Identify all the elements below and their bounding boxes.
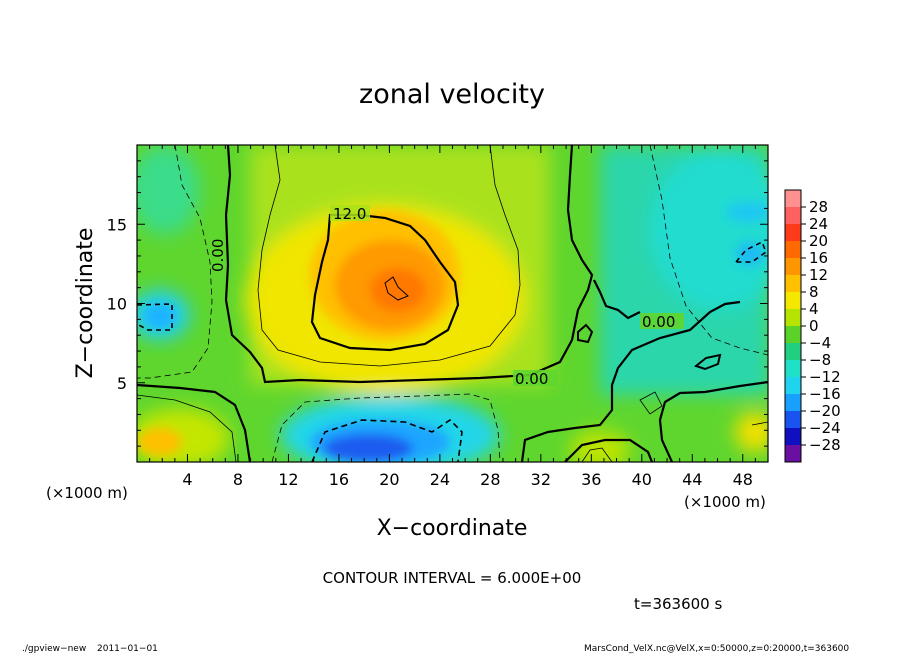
program-name: ./gpview−new bbox=[22, 644, 86, 654]
x-tick-label: 40 bbox=[632, 470, 652, 489]
field-shade bbox=[570, 430, 630, 462]
x-tick-label: 24 bbox=[430, 470, 450, 489]
colorbar-label: −8 bbox=[809, 351, 831, 369]
field-shade bbox=[726, 202, 768, 222]
colorbar-label: −28 bbox=[809, 436, 841, 454]
colorbar bbox=[785, 190, 801, 463]
x-tick-label: 44 bbox=[682, 470, 702, 489]
contour-neg6 bbox=[137, 145, 213, 379]
axis-ticks bbox=[137, 145, 768, 462]
contour-interval: CONTOUR INTERVAL = 6.000E+00 bbox=[323, 569, 582, 587]
contour-12 bbox=[310, 213, 460, 352]
data-source: MarsCond_VelX.nc@VelX,x=0:50000,z=0:2000… bbox=[584, 644, 849, 654]
contour-18 bbox=[384, 276, 409, 301]
colorbar-label: −20 bbox=[809, 402, 841, 420]
y-tick-labels: 5 10 15 bbox=[107, 215, 127, 393]
zero-contour bbox=[693, 353, 722, 371]
colorbar-label: 28 bbox=[809, 198, 828, 216]
colorbar-label: −12 bbox=[809, 368, 841, 386]
colorbar-frame bbox=[784, 189, 802, 463]
y-tick-label: 15 bbox=[107, 215, 127, 234]
colorbar-swatch bbox=[785, 224, 801, 242]
contour-label-bg bbox=[513, 370, 557, 386]
zero-contour bbox=[224, 145, 594, 384]
contour-6 bbox=[639, 391, 663, 415]
contour-neg12 bbox=[734, 240, 767, 263]
colorbar-swatch bbox=[785, 428, 801, 446]
colorbar-label: 24 bbox=[809, 215, 828, 233]
colorbar-swatch bbox=[785, 326, 801, 344]
contour-6 bbox=[751, 421, 768, 426]
y-axis-label: Z−coordinate bbox=[73, 228, 98, 379]
colorbar-swatch bbox=[785, 190, 801, 208]
contour-6 bbox=[581, 447, 613, 462]
zero-contour bbox=[593, 279, 641, 320]
zero-contour bbox=[137, 383, 252, 462]
x-tick-label: 16 bbox=[329, 470, 349, 489]
colorbar-label: 12 bbox=[809, 266, 828, 284]
field-shade bbox=[137, 145, 200, 235]
field-shade bbox=[736, 242, 764, 266]
zero-contour bbox=[577, 323, 594, 344]
field-shade bbox=[370, 268, 426, 312]
colorbar-label: 4 bbox=[809, 300, 819, 318]
contour-label-zero: 0.00 bbox=[642, 313, 675, 331]
y-tick-label: 5 bbox=[117, 374, 127, 393]
contour-6 bbox=[137, 394, 237, 462]
contour-label-bg bbox=[330, 205, 370, 221]
velocity-field: 12.0 0.00 0.00 0.00 bbox=[137, 145, 768, 462]
colorbar-swatch bbox=[785, 411, 801, 429]
contour-label-12: 12.0 bbox=[333, 205, 366, 223]
colorbar-swatch bbox=[785, 360, 801, 378]
colorbar-swatch bbox=[785, 343, 801, 361]
colorbar-swatch bbox=[785, 258, 801, 276]
chart-title: zonal velocity bbox=[359, 79, 545, 110]
contour-neg6 bbox=[649, 145, 768, 356]
x-tick-label: 12 bbox=[278, 470, 298, 489]
colorbar-label: −4 bbox=[809, 334, 831, 352]
contour-label-bg bbox=[640, 313, 684, 329]
colorbar-label: 16 bbox=[809, 249, 828, 267]
x-tick-label: 32 bbox=[531, 470, 551, 489]
colorbar-label: −16 bbox=[809, 385, 841, 403]
colorbar-swatch bbox=[785, 292, 801, 310]
x-tick-label: 48 bbox=[733, 470, 753, 489]
colorbar-swatch bbox=[785, 445, 801, 463]
run-date: 2011−01−01 bbox=[97, 644, 158, 654]
contour-label-zero: 0.00 bbox=[515, 370, 548, 388]
colorbar-label: 8 bbox=[809, 283, 819, 301]
zero-contour bbox=[520, 300, 741, 462]
colorbar-swatch bbox=[785, 394, 801, 412]
colorbar-swatch bbox=[785, 309, 801, 327]
zero-contour bbox=[564, 438, 654, 462]
x-unit-left: (×1000 m) bbox=[46, 484, 128, 502]
zero-contour bbox=[658, 380, 768, 462]
x-unit-right: (×1000 m) bbox=[684, 493, 766, 511]
colorbar-label: −24 bbox=[809, 419, 841, 437]
colorbar-label: 0 bbox=[809, 317, 819, 335]
x-tick-label: 8 bbox=[233, 470, 243, 489]
field-shade bbox=[138, 428, 182, 456]
colorbar-label: 20 bbox=[809, 232, 828, 250]
x-tick-labels: 4 8 12 16 20 24 28 32 36 40 44 48 bbox=[182, 470, 753, 489]
contour-6 bbox=[257, 145, 521, 367]
colorbar-swatch bbox=[785, 377, 801, 395]
field-shade bbox=[144, 304, 176, 328]
y-tick-label: 10 bbox=[107, 295, 127, 314]
time-label: t=363600 s bbox=[634, 595, 722, 613]
colorbar-swatch bbox=[785, 241, 801, 259]
colorbar-swatch bbox=[785, 207, 801, 225]
x-tick-label: 36 bbox=[581, 470, 601, 489]
field-shade bbox=[323, 434, 413, 462]
field-shade bbox=[735, 412, 768, 452]
colorbar-swatch bbox=[785, 275, 801, 293]
contour-label-zero: 0.00 bbox=[209, 239, 227, 272]
x-tick-label: 20 bbox=[379, 470, 399, 489]
x-tick-label: 4 bbox=[182, 470, 192, 489]
x-axis-label: X−coordinate bbox=[377, 516, 528, 541]
field-shade bbox=[650, 150, 768, 310]
x-tick-label: 28 bbox=[480, 470, 500, 489]
